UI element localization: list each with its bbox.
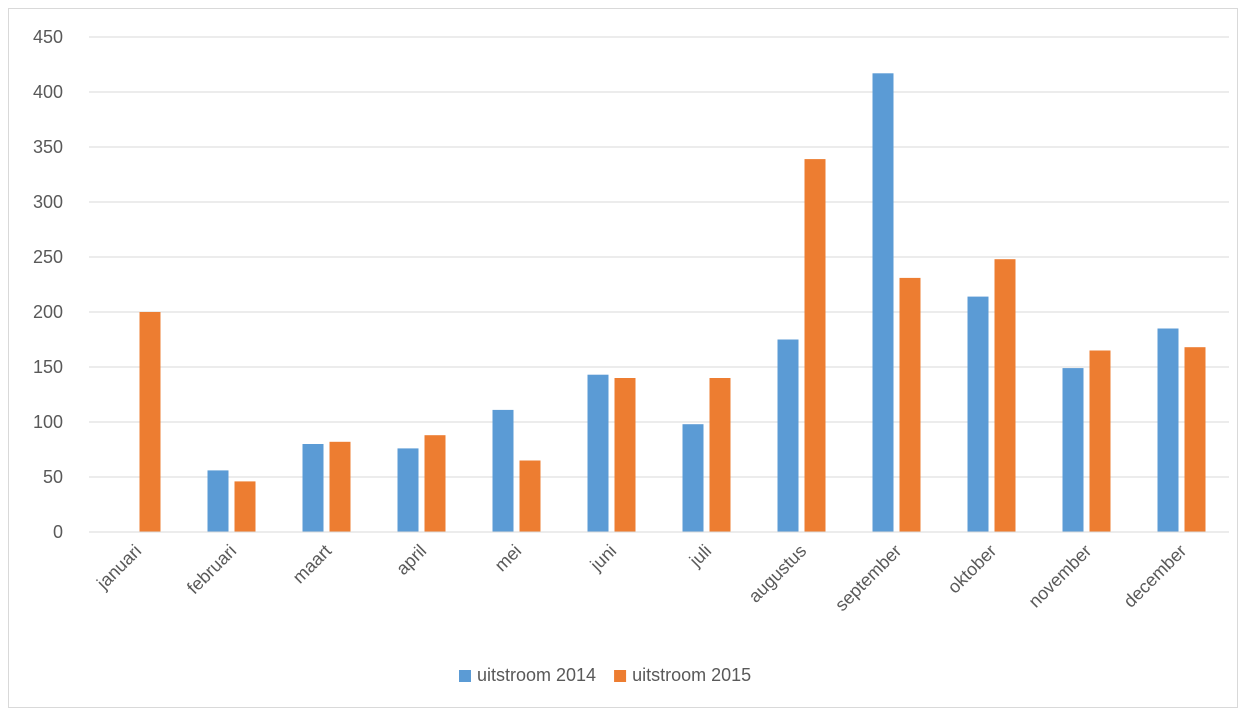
bar-series-1-april: [397, 448, 419, 532]
y-tick-label: 350: [33, 137, 63, 157]
legend-label: uitstroom 2015: [632, 665, 751, 685]
y-tick-label: 250: [33, 247, 63, 267]
x-tick-label: mei: [491, 541, 526, 576]
bars: [139, 73, 1206, 533]
x-axis-tick-labels: januari februari maart april mei juni juli augu…: [92, 541, 1190, 615]
bar-chart: 0 50 100 150 200 250 300 350 400 450 januari febru…: [33, 27, 1229, 685]
x-tick-label: november: [1025, 541, 1096, 612]
y-tick-label: 0: [53, 522, 63, 542]
y-tick-label: 200: [33, 302, 63, 322]
bar-series-1-december: [1157, 328, 1179, 532]
x-tick-label: januari: [92, 541, 145, 594]
bar-series-2-mei: [519, 460, 541, 532]
x-tick-label: februari: [183, 541, 240, 598]
legend-swatch: [459, 670, 471, 682]
legend-swatch: [614, 670, 627, 682]
legend-item: uitstroom 2014: [459, 665, 596, 685]
bar-series-2-augustus: [804, 159, 826, 532]
bar-series-2-januari: [139, 312, 161, 532]
y-tick-label: 100: [33, 412, 63, 432]
bar-series-1-november: [1062, 368, 1084, 532]
x-tick-label: maart: [289, 541, 336, 588]
legend-label: uitstroom 2014: [477, 665, 596, 685]
x-tick-label: september: [831, 541, 905, 615]
bar-series-2-november: [1089, 350, 1111, 532]
legend-item: uitstroom 2015: [614, 665, 751, 685]
legend: uitstroom 2014 uitstroom 2015: [459, 665, 751, 685]
bar-series-2-juli: [709, 378, 731, 532]
bar-series-2-juni: [614, 378, 636, 532]
x-tick-label: april: [392, 541, 430, 579]
x-tick-label: augustus: [745, 541, 811, 607]
y-axis-tick-labels: 0 50 100 150 200 250 300 350 400 450: [33, 27, 63, 542]
y-tick-label: 50: [43, 467, 63, 487]
y-tick-label: 450: [33, 27, 63, 47]
y-tick-label: 150: [33, 357, 63, 377]
x-tick-label: juni: [586, 541, 621, 576]
bar-series-2-oktober: [994, 259, 1016, 532]
bar-series-1-mei: [492, 409, 514, 532]
x-tick-label: juli: [685, 541, 715, 571]
bar-series-2-december: [1184, 347, 1206, 532]
bar-series-1-februari: [207, 470, 229, 532]
bar-series-1-oktober: [967, 296, 989, 532]
bar-series-1-maart: [302, 444, 324, 532]
x-tick-label: oktober: [944, 541, 1001, 598]
gridlines: [89, 36, 1229, 478]
bar-series-2-februari: [234, 481, 256, 532]
bar-series-2-april: [424, 435, 446, 532]
chart-frame: 0 50 100 150 200 250 300 350 400 450 januari febru…: [8, 8, 1238, 708]
bar-series-1-juli: [682, 424, 704, 532]
x-tick-label: december: [1120, 541, 1191, 612]
bar-series-1-juni: [587, 374, 609, 532]
bar-series-1-september: [872, 73, 894, 533]
y-tick-label: 300: [33, 192, 63, 212]
bar-series-2-maart: [329, 441, 351, 532]
bar-series-1-augustus: [777, 339, 799, 532]
y-tick-label: 400: [33, 82, 63, 102]
bar-series-2-september: [899, 277, 921, 532]
